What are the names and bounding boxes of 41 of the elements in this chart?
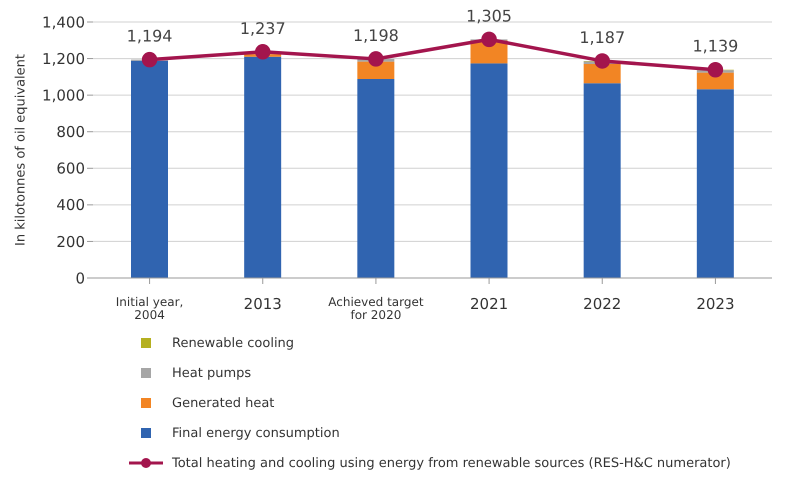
- data-label: 1,198: [353, 26, 399, 45]
- y-tick-label: 800: [56, 123, 85, 142]
- legend-label: Final energy consumption: [172, 426, 340, 440]
- legend-label: Total heating and cooling using energy from renewable sources (RES-H&C numerator): [172, 456, 731, 470]
- legend-label: Renewable cooling: [172, 336, 294, 350]
- bar: [696, 89, 734, 278]
- y-tick-label: 0: [75, 269, 85, 288]
- point: [594, 53, 610, 69]
- point: [708, 62, 724, 78]
- bar: [696, 72, 734, 90]
- x-tick-label: 2023: [696, 295, 735, 313]
- bar: [244, 56, 282, 278]
- point: [255, 44, 270, 60]
- legend-label: Generated heat: [172, 396, 274, 410]
- y-tick-label: 1,200: [42, 50, 85, 68]
- bar: [584, 83, 621, 278]
- y-tick-label: 200: [56, 232, 85, 251]
- x-tick-label: 2013: [244, 295, 282, 313]
- y-tick-label: 400: [56, 196, 85, 214]
- legend-label: Heat pumps: [172, 366, 252, 380]
- point: [368, 51, 384, 67]
- data-label: 1,194: [126, 26, 172, 46]
- data-label: 1,187: [579, 28, 626, 47]
- data-label: 1,139: [692, 36, 738, 56]
- y-tick-label: 1,000: [42, 86, 85, 104]
- data-label: 1,237: [240, 18, 286, 38]
- y-axis-title: In kilotonnes of oil equivalent: [14, 54, 29, 246]
- bar: [357, 79, 394, 278]
- x-tick-label: 2022: [583, 295, 622, 313]
- y-tick-label: 1,400: [42, 13, 85, 32]
- x-tick-label: Initial year, 2004: [116, 295, 184, 322]
- point: [142, 52, 158, 68]
- bar: [584, 64, 621, 84]
- bar: [470, 63, 508, 278]
- data-label: 1,305: [466, 6, 512, 26]
- bar: [357, 62, 394, 80]
- y-tick-label: 600: [56, 160, 85, 178]
- x-tick-label: Achieved target for 2020: [328, 295, 424, 322]
- bar: [131, 60, 168, 278]
- point: [481, 32, 497, 48]
- x-tick-label: 2021: [470, 295, 508, 313]
